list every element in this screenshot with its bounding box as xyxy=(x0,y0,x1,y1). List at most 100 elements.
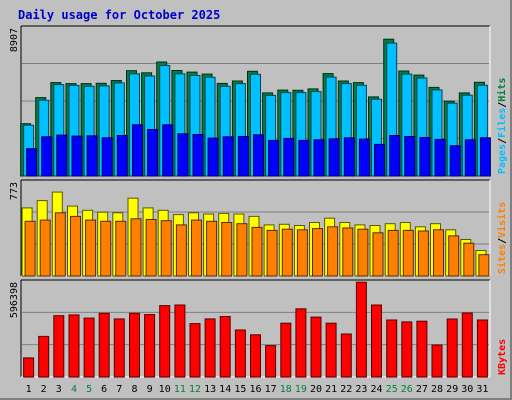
bar-kbytes-day-10 xyxy=(159,305,171,378)
side-legend-kbytes: KBytes xyxy=(497,339,508,375)
bar-sites-day-19 xyxy=(296,229,308,277)
x-tick-label-day-20: 20 xyxy=(310,384,322,395)
bar-sites-day-2 xyxy=(39,219,51,277)
x-tick-label-day-29: 29 xyxy=(446,384,458,395)
bar-sites-day-11 xyxy=(175,224,187,277)
bar-pages-day-3 xyxy=(56,134,68,177)
side-legend-visits-sites: Sites/Visits xyxy=(496,202,508,274)
bar-sites-day-31 xyxy=(478,254,490,277)
x-tick-label-day-31: 31 xyxy=(476,384,488,395)
bar-kbytes-day-22 xyxy=(340,333,352,378)
x-tick-label-day-11: 11 xyxy=(174,384,186,395)
bar-sites-day-24 xyxy=(372,232,384,277)
bar-sites-day-25 xyxy=(387,229,399,277)
x-tick-label-day-22: 22 xyxy=(340,384,352,395)
bar-pages-day-29 xyxy=(449,145,461,177)
side-legend-files: Files xyxy=(496,108,508,138)
bar-pages-day-4 xyxy=(71,135,83,177)
x-tick-label-day-21: 21 xyxy=(325,384,337,395)
bar-kbytes-day-28 xyxy=(431,344,443,378)
bar-kbytes-day-18 xyxy=(280,322,292,378)
y-max-label: 8907 xyxy=(9,28,20,52)
x-tick-label-day-7: 7 xyxy=(116,384,122,395)
bar-kbytes-day-24 xyxy=(371,304,382,378)
x-tick-label-day-25: 25 xyxy=(386,384,398,395)
bar-kbytes-day-25 xyxy=(386,319,398,378)
x-tick-label-day-23: 23 xyxy=(355,384,367,395)
bar-kbytes-day-31 xyxy=(476,319,488,378)
bar-pages-day-12 xyxy=(192,134,204,177)
bar-kbytes-day-14 xyxy=(219,316,231,378)
bar-sites-day-8 xyxy=(130,218,142,277)
bar-kbytes-day-23 xyxy=(355,281,367,378)
bar-kbytes-day-5 xyxy=(83,317,95,378)
bar-pages-day-19 xyxy=(298,139,310,177)
bar-pages-day-7 xyxy=(116,135,128,177)
bar-pages-day-31 xyxy=(479,137,491,177)
bar-sites-day-6 xyxy=(100,220,112,277)
bar-kbytes-day-8 xyxy=(129,312,140,378)
bar-pages-day-1 xyxy=(26,148,38,177)
bar-kbytes-day-20 xyxy=(310,316,322,378)
bar-kbytes-day-19 xyxy=(295,308,307,378)
x-tick-label-day-14: 14 xyxy=(219,384,231,395)
x-tick-label-day-13: 13 xyxy=(204,384,216,395)
bar-pages-day-11 xyxy=(177,133,189,177)
x-tick-label-day-6: 6 xyxy=(101,384,107,395)
bar-pages-day-25 xyxy=(389,135,401,177)
bar-pages-day-27 xyxy=(419,137,431,177)
x-tick-label-day-17: 17 xyxy=(265,384,277,395)
series-kbytes xyxy=(23,281,488,378)
side-legend-sites: Sites xyxy=(496,244,508,274)
bar-kbytes-day-1 xyxy=(23,357,35,378)
bar-pages-day-24 xyxy=(374,143,385,177)
x-tick-label-day-1: 1 xyxy=(26,384,32,395)
bar-sites-day-18 xyxy=(281,228,293,277)
chart-title: Daily usage for October 2025 xyxy=(18,8,220,22)
bar-pages-day-6 xyxy=(101,137,113,177)
bar-pages-day-28 xyxy=(434,138,446,177)
bar-kbytes-day-27 xyxy=(416,320,428,378)
panel-visits-sites: 773 Sites/Visits xyxy=(9,179,508,277)
side-legend-separator: / xyxy=(497,102,508,108)
bar-pages-day-16 xyxy=(253,134,264,177)
x-tick-label-day-26: 26 xyxy=(401,384,413,395)
bar-sites-day-12 xyxy=(191,219,202,277)
bar-sites-day-26 xyxy=(402,229,414,277)
bar-sites-day-16 xyxy=(251,226,263,277)
bar-pages-day-15 xyxy=(237,136,249,177)
side-legend-separator: / xyxy=(497,238,508,244)
x-tick-label-day-12: 12 xyxy=(189,384,201,395)
x-tick-label-day-15: 15 xyxy=(234,384,246,395)
side-legend-visits: Visits xyxy=(496,202,508,238)
bar-pages-day-14 xyxy=(222,136,234,177)
bar-kbytes-day-9 xyxy=(144,314,156,378)
side-legend-separator: / xyxy=(497,138,508,144)
bar-sites-day-23 xyxy=(357,228,369,277)
bar-sites-day-28 xyxy=(433,229,444,277)
x-tick-label-day-4: 4 xyxy=(71,384,77,395)
bar-kbytes-day-13 xyxy=(204,318,216,378)
bar-pages-day-26 xyxy=(404,136,416,177)
bar-pages-day-30 xyxy=(464,139,476,177)
series-sites xyxy=(24,212,490,277)
bar-pages-day-2 xyxy=(41,136,53,177)
bar-sites-day-14 xyxy=(221,222,233,277)
x-tick-label-day-24: 24 xyxy=(370,384,382,395)
bar-sites-day-21 xyxy=(327,226,339,277)
bar-sites-day-9 xyxy=(145,219,157,277)
y-max-label: 596398 xyxy=(9,282,20,318)
bar-kbytes-day-2 xyxy=(38,335,50,378)
x-tick-label-day-19: 19 xyxy=(295,384,307,395)
bar-pages-day-9 xyxy=(147,129,159,177)
x-tick-label-day-28: 28 xyxy=(431,384,443,395)
bar-pages-day-21 xyxy=(328,138,340,177)
bar-kbytes-day-6 xyxy=(98,312,110,378)
side-legend-pages: Pages xyxy=(497,144,508,174)
bar-sites-day-17 xyxy=(266,229,278,277)
bar-kbytes-day-11 xyxy=(174,304,186,378)
series-pages xyxy=(26,124,491,177)
bar-kbytes-day-4 xyxy=(68,314,80,378)
